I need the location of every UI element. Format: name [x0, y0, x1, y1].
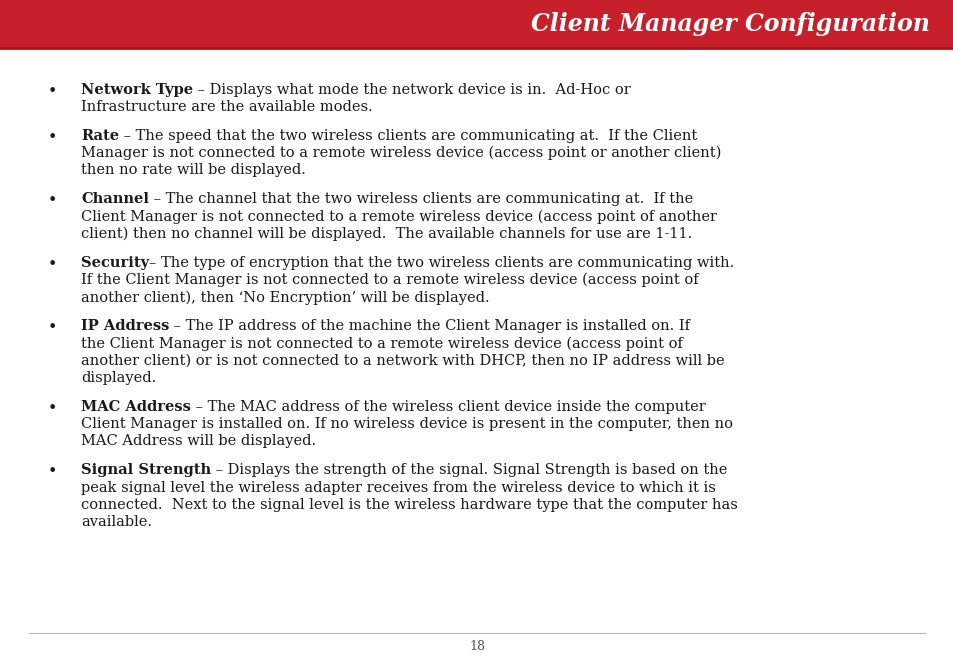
Text: peak signal level the wireless adapter receives from the wireless device to whic: peak signal level the wireless adapter r…: [81, 481, 715, 494]
Text: – Displays what mode the network device is in.  Ad-Hoc or: – Displays what mode the network device …: [193, 83, 630, 97]
Text: Security: Security: [81, 256, 149, 270]
Text: If the Client Manager is not connected to a remote wireless device (access point: If the Client Manager is not connected t…: [81, 273, 698, 288]
Text: – Displays the strength of the signal. Signal Strength is based on the: – Displays the strength of the signal. S…: [211, 463, 727, 477]
Text: •: •: [48, 319, 57, 336]
Text: – The IP address of the machine the Client Manager is installed on. If: – The IP address of the machine the Clie…: [170, 319, 690, 333]
Text: then no rate will be displayed.: then no rate will be displayed.: [81, 163, 306, 177]
Text: •: •: [48, 400, 57, 417]
Text: MAC Address: MAC Address: [81, 400, 191, 414]
Text: Client Manager is not connected to a remote wireless device (access point of ano: Client Manager is not connected to a rem…: [81, 210, 717, 224]
Text: Infrastructure are the available modes.: Infrastructure are the available modes.: [81, 100, 373, 114]
Text: •: •: [48, 83, 57, 100]
Text: IP Address: IP Address: [81, 319, 170, 333]
Text: – The channel that the two wireless clients are communicating at.  If the: – The channel that the two wireless clie…: [149, 192, 693, 206]
Text: Manager is not connected to a remote wireless device (access point or another cl: Manager is not connected to a remote wir…: [81, 146, 720, 161]
Text: •: •: [48, 256, 57, 273]
Text: Channel: Channel: [81, 192, 149, 206]
Text: Signal Strength: Signal Strength: [81, 463, 211, 477]
Text: client) then no channel will be displayed.  The available channels for use are 1: client) then no channel will be displaye…: [81, 227, 692, 241]
Text: available.: available.: [81, 515, 152, 529]
Text: 18: 18: [469, 640, 484, 653]
FancyBboxPatch shape: [0, 0, 953, 48]
Text: •: •: [48, 129, 57, 146]
Text: Network Type: Network Type: [81, 83, 193, 97]
Text: Client Manager Configuration: Client Manager Configuration: [531, 12, 929, 36]
Text: displayed.: displayed.: [81, 371, 156, 385]
Text: another client) or is not connected to a network with DHCP, then no IP address w: another client) or is not connected to a…: [81, 354, 724, 368]
Text: connected.  Next to the signal level is the wireless hardware type that the comp: connected. Next to the signal level is t…: [81, 498, 738, 512]
Text: •: •: [48, 463, 57, 481]
Text: – The speed that the two wireless clients are communicating at.  If the Client: – The speed that the two wireless client…: [119, 129, 697, 143]
Text: Client Manager is installed on. If no wireless device is present in the computer: Client Manager is installed on. If no wi…: [81, 417, 732, 431]
Text: MAC Address will be displayed.: MAC Address will be displayed.: [81, 434, 315, 448]
Text: the Client Manager is not connected to a remote wireless device (access point of: the Client Manager is not connected to a…: [81, 336, 682, 351]
Text: – The type of encryption that the two wireless clients are communicating with.: – The type of encryption that the two wi…: [149, 256, 734, 270]
Text: another client), then ‘No Encryption’ will be displayed.: another client), then ‘No Encryption’ wi…: [81, 290, 489, 305]
Text: – The MAC address of the wireless client device inside the computer: – The MAC address of the wireless client…: [191, 400, 705, 414]
Text: •: •: [48, 192, 57, 210]
Text: Rate: Rate: [81, 129, 119, 143]
